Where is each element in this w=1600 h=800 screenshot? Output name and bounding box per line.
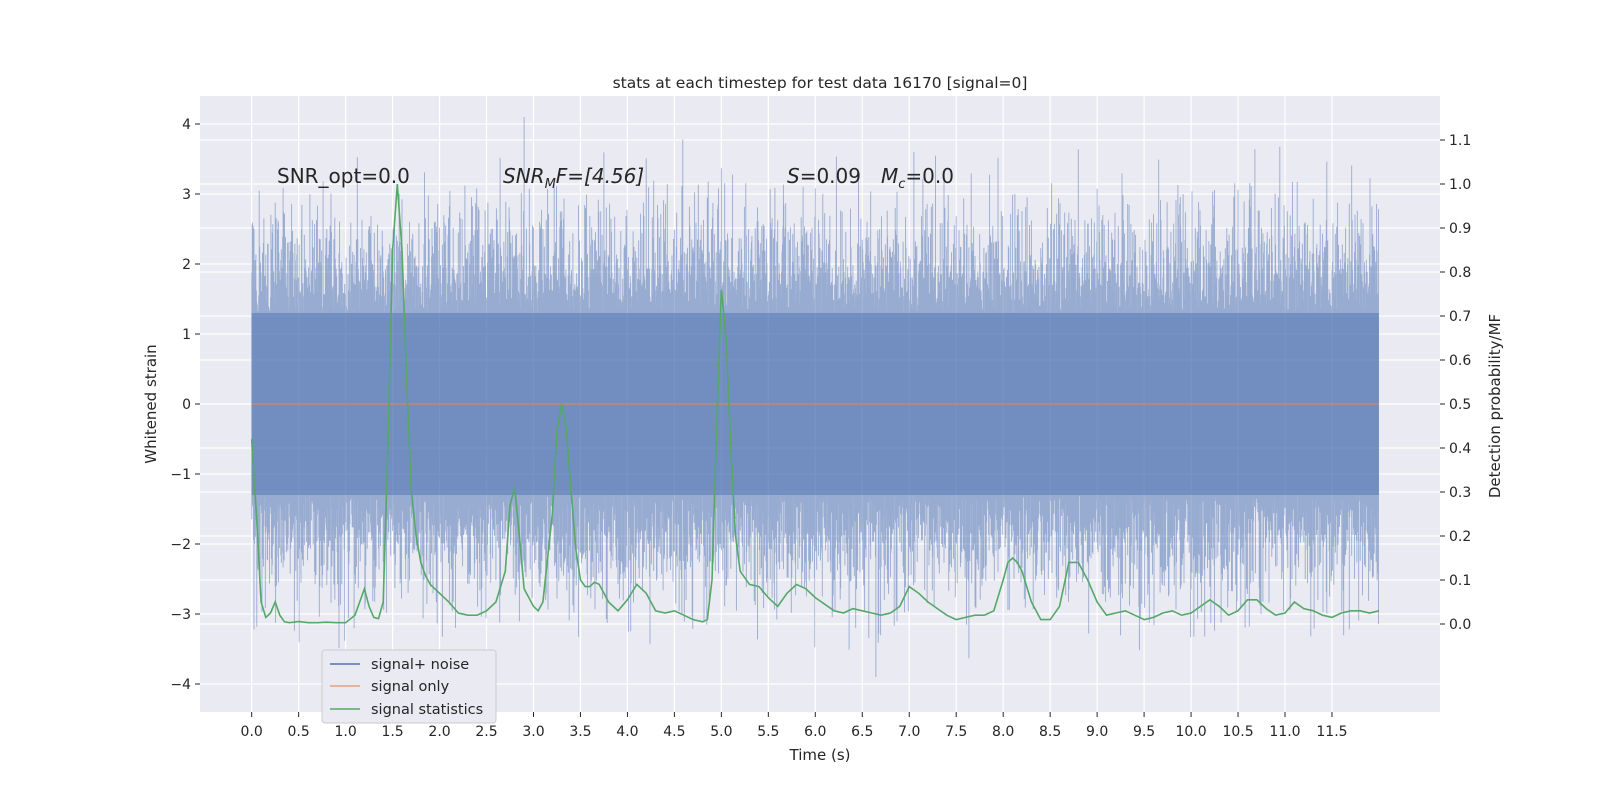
legend-label-signal-only: signal only: [371, 679, 450, 695]
y2-tick-label: 1.1: [1449, 133, 1471, 149]
y-tick-label: −2: [170, 537, 191, 553]
annotation-snr-mf: SNRMF=[4.56]: [503, 164, 644, 192]
annotation-snr-opt: SNR_opt=0.0: [277, 164, 410, 188]
x-tick-label: 9.0: [1086, 724, 1108, 740]
x-tick-label: 5.5: [757, 724, 779, 740]
y2-tick-label: 0.1: [1449, 573, 1471, 589]
x-tick-label: 4.0: [616, 724, 638, 740]
y-ticks: 4 3 2 1 0 −1 −2 −3 −4: [170, 117, 200, 693]
x-tick-label: 8.0: [992, 724, 1014, 740]
x-tick-label: 0.5: [288, 724, 310, 740]
y-tick-label: 4: [182, 117, 191, 133]
x-ticks: 0.0 0.5 1.0 1.5 2.0 2.5 3.0 3.5 4.0 4.5 5.0 5.5 6.0 6…: [241, 712, 1348, 740]
annotation-s-symbol: S: [787, 164, 800, 188]
y-tick-label: 2: [182, 257, 191, 273]
x-tick-label: 6.5: [851, 724, 873, 740]
series-signal-statistics: [250, 183, 1380, 624]
legend-label-signal-noise: signal+ noise: [371, 657, 469, 673]
y-tick-label: 1: [182, 327, 191, 343]
x-tick-label: 1.0: [334, 724, 356, 740]
y-tick-label: −3: [170, 607, 191, 623]
x-tick-label: 3.5: [569, 724, 591, 740]
annotation-mc: Mc=0.0: [881, 164, 954, 192]
y2-tick-label: 0.4: [1449, 441, 1471, 457]
x-tick-label: 7.0: [898, 724, 920, 740]
annotation-snr-value: F=[4.56]: [556, 164, 644, 188]
y2-tick-label: 0.2: [1449, 529, 1471, 545]
x-tick-label: 2.0: [428, 724, 450, 740]
y2-tick-label: 0.8: [1449, 265, 1471, 281]
y-tick-label: 3: [182, 187, 191, 203]
y-tick-label: −1: [170, 467, 191, 483]
y-tick-label: 0: [182, 397, 191, 413]
annotation-snr-sub: M: [545, 177, 556, 192]
annotation-mc-value: =0.0: [905, 164, 954, 188]
x-tick-label: 8.5: [1039, 724, 1061, 740]
y2-tick-label: 1.0: [1449, 177, 1471, 193]
x-tick-label: 2.5: [475, 724, 497, 740]
annotation-s-value: =0.09: [800, 164, 861, 188]
chart-title: stats at each timestep for test data 161…: [613, 74, 1028, 92]
annotation-s: S=0.09: [787, 164, 861, 188]
legend: signal+ noise signal only signal statist…: [321, 649, 497, 724]
x-tick-label: 10.5: [1222, 724, 1253, 740]
annotation-mc-symbol: M: [881, 164, 898, 188]
y2-tick-label: 0.7: [1449, 309, 1471, 325]
x-tick-label: 11.0: [1269, 724, 1300, 740]
y-axis-label: Whitened strain: [142, 344, 160, 463]
x-axis-label: Time (s): [789, 746, 851, 764]
y2-tick-label: 0.0: [1449, 617, 1471, 633]
x-tick-label: 9.5: [1133, 724, 1155, 740]
annotation-mc-sub: c: [898, 177, 905, 192]
x-tick-label: 4.5: [663, 724, 685, 740]
legend-label-signal-statistics: signal statistics: [371, 702, 483, 718]
y2-ticks: 1.1 1.0 0.9 0.8 0.7 0.6 0.5 0.4 0.3 0.2 0.1 0.0: [1440, 133, 1471, 633]
y2-tick-label: 0.3: [1449, 485, 1471, 501]
x-tick-label: 1.5: [381, 724, 403, 740]
y2-axis-label: Detection probability/MF: [1486, 314, 1504, 498]
x-tick-label: 10.0: [1175, 724, 1206, 740]
y2-tick-label: 0.5: [1449, 397, 1471, 413]
x-tick-label: 7.5: [945, 724, 967, 740]
x-tick-label: 3.0: [522, 724, 544, 740]
x-tick-label: 6.0: [804, 724, 826, 740]
x-tick-label: 5.0: [710, 724, 732, 740]
x-tick-label: 11.5: [1316, 724, 1347, 740]
y2-tick-label: 0.6: [1449, 353, 1471, 369]
legend-box: [321, 649, 497, 724]
y2-tick-label: 0.9: [1449, 221, 1471, 237]
annotation-snr-symbol: SNR: [503, 164, 545, 188]
x-tick-label: 0.0: [241, 724, 263, 740]
y-tick-label: −4: [170, 677, 191, 693]
